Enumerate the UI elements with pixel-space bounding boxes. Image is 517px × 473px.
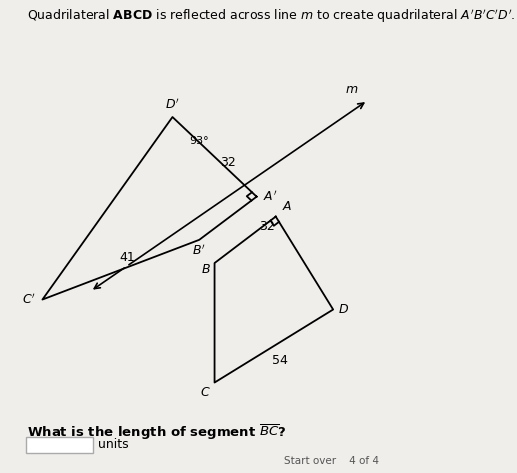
Text: 54: 54 <box>272 354 288 367</box>
Text: $m$: $m$ <box>345 83 358 96</box>
Text: $D'$: $D'$ <box>165 98 180 113</box>
Text: $A'$: $A'$ <box>263 189 277 204</box>
Text: $C'$: $C'$ <box>22 292 36 307</box>
Text: Quadrilateral $\mathbf{ABCD}$ is reflected across line $m$ to create quadrilater: Quadrilateral $\mathbf{ABCD}$ is reflect… <box>27 8 515 25</box>
Text: 93°: 93° <box>189 136 209 146</box>
FancyBboxPatch shape <box>26 437 93 453</box>
Text: 32: 32 <box>258 220 275 233</box>
Text: $B$: $B$ <box>201 263 211 276</box>
Text: $A$: $A$ <box>282 200 292 213</box>
Text: Start over    4 of 4: Start over 4 of 4 <box>284 455 379 465</box>
Text: $D$: $D$ <box>339 303 349 316</box>
Text: $B'$: $B'$ <box>192 243 206 258</box>
Text: 41: 41 <box>119 251 135 264</box>
Text: What is the length of segment $\overline{BC}$?: What is the length of segment $\overline… <box>27 422 286 442</box>
Text: units: units <box>98 438 128 451</box>
Text: $C$: $C$ <box>200 386 211 399</box>
Text: 32: 32 <box>220 156 236 169</box>
